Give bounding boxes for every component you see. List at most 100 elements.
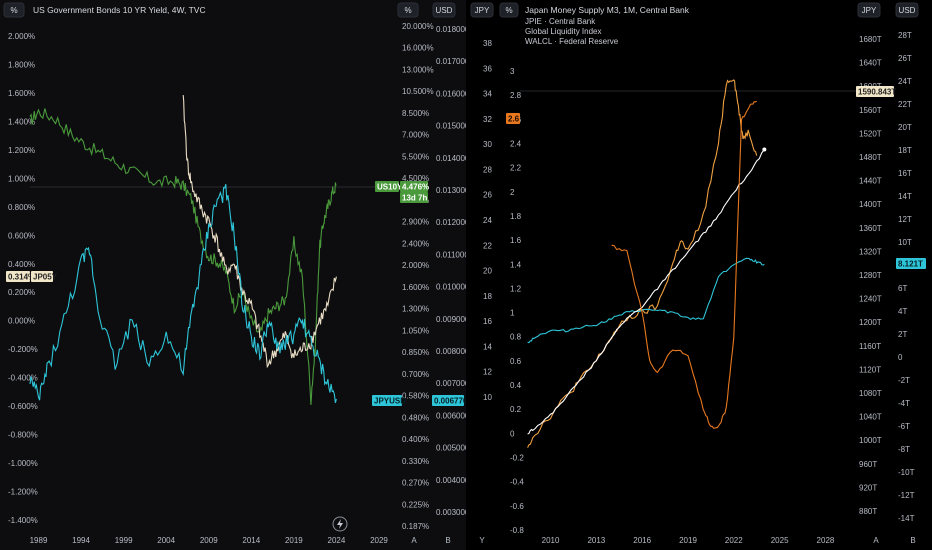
mid-right-label-16: 1040T (859, 413, 882, 422)
far-jpy-button-label: JPY (862, 6, 877, 15)
right-b-toggle: B (910, 536, 915, 545)
left-axis-label-17: -1.400% (8, 516, 38, 525)
mid-pct-button[interactable]: % (397, 2, 419, 18)
far-jpy-button[interactable]: JPY (857, 2, 881, 18)
inner-left-label-19: -0.8 (510, 526, 524, 535)
mid-axis-label-15: 0.850% (402, 348, 429, 357)
mid-right-label-17: 1000T (859, 436, 882, 445)
right-axis-label-12: 0.006000 (436, 411, 470, 420)
far-right-label-14: 0 (898, 353, 903, 362)
outer-left-label-5: 28 (483, 165, 492, 174)
mid-axis-label-2: 13.000% (402, 65, 434, 74)
left-axis-label-10: 0.000% (8, 317, 35, 326)
far-right-label-4: 20T (898, 123, 912, 132)
mid-axis-label-5: 7.000% (402, 131, 429, 140)
mid-right-label-0: 1680T (859, 35, 882, 44)
mid-axis-label-10: 2.400% (402, 239, 429, 248)
right-x-label-2013: 2013 (587, 536, 605, 545)
outer-left-label-2: 34 (483, 90, 492, 99)
mid-axis-label-16: 0.700% (402, 370, 429, 379)
far-right-label-18: -8T (898, 445, 910, 454)
orange-value-tag-text: 2.6 (508, 115, 520, 124)
mid-right-label-4: 1520T (859, 129, 882, 138)
us10y-countdown-tag-text: 13d 7h (402, 194, 427, 203)
us10y-value-tag-text: 4.476% (402, 183, 429, 192)
lightning-icon[interactable] (332, 516, 348, 532)
mid-axis-label-4: 8.500% (402, 109, 429, 118)
outer-left-label-0: 38 (483, 39, 492, 48)
outer-left-label-14: 10 (483, 393, 492, 402)
jpyusd-name-tag-text: JPYUSD (374, 397, 406, 406)
inner-left-label-6: 1.8 (510, 212, 522, 221)
right-axis-label-13: 0.005000 (436, 444, 470, 453)
us10y-name-tag: US10Y (375, 181, 403, 192)
right-x-label-2016: 2016 (633, 536, 651, 545)
mid-axis-label-23: 0.187% (402, 522, 429, 531)
inner-left-label-10: 1 (510, 309, 515, 318)
us10y-value-tag: 4.476% (400, 181, 429, 192)
right-usd-button[interactable]: USD (895, 2, 919, 18)
jpyusd-value-tag-text: 0.006770 (434, 397, 468, 406)
far-right-label-6: 16T (898, 169, 912, 178)
mid-axis-label-9: 2.900% (402, 218, 429, 227)
jp05y-name-tag: JP05Y (31, 271, 58, 282)
mid-axis-label-6: 5.500% (402, 152, 429, 161)
left-pct-button[interactable]: % (3, 2, 25, 18)
left-chart-panel: %% USD US Government Bonds 10 YR Yield, 4W… (3, 2, 470, 545)
left-x-label-2024: 2024 (328, 536, 346, 545)
jpyusd-name-tag: JPYUSD (372, 395, 406, 406)
far-right-label-3: 22T (898, 100, 912, 109)
far-right-label-8: 12T (898, 215, 912, 224)
far-right-label-5: 18T (898, 146, 912, 155)
mid-right-label-12: 1200T (859, 318, 882, 327)
right-pct-button[interactable]: % (499, 2, 519, 18)
left-axis-label-3: 1.400% (8, 117, 35, 126)
mid-axis-label-14: 1.050% (402, 326, 429, 335)
right-axis-label-7: 0.011000 (436, 250, 469, 259)
left-x-label-2014: 2014 (242, 536, 260, 545)
mid-axis-label-20: 0.330% (402, 457, 429, 466)
right-chart-panel: JPY% JPY USD Japan Money Supply M3, 1M, Cen… (469, 0, 932, 550)
inner-left-label-3: 2.4 (510, 139, 522, 148)
outer-left-label-7: 24 (483, 216, 492, 225)
left-axis-label-14: -0.800% (8, 431, 38, 440)
left-usd-button-label: USD (436, 6, 453, 15)
mid-right-label-18: 960T (859, 460, 877, 469)
right-x-label-2010: 2010 (542, 536, 560, 545)
right-jpy-button[interactable]: JPY (470, 2, 494, 18)
panel-divider[interactable] (466, 0, 469, 550)
right-x-label-2025: 2025 (771, 536, 789, 545)
left-axis-label-7: 0.600% (8, 231, 35, 240)
mid-right-label-7: 1400T (859, 200, 882, 209)
mid-right-label-19: 920T (859, 483, 877, 492)
mid-right-label-3: 1560T (859, 106, 882, 115)
jpyusd-value-tag: 0.006770 (432, 395, 468, 406)
mid-right-label-6: 1440T (859, 177, 882, 186)
left-axis-label-8: 0.400% (8, 260, 35, 269)
left-x-label-1999: 1999 (115, 536, 133, 545)
far-right-label-20: -12T (898, 491, 915, 500)
walcl-value-tag: 8.121T (896, 258, 926, 269)
right-axis-label-3: 0.015000 (436, 122, 470, 131)
jp05y-value-tag: 0.314% (6, 271, 35, 282)
right-axis-label-8: 0.010000 (436, 283, 470, 292)
right-legend-item-0: JPIE · Central Bank (525, 17, 596, 26)
left-usd-button[interactable]: USD (432, 2, 456, 18)
left-x-label-1989: 1989 (30, 536, 48, 545)
left-axis-label-5: 1.000% (8, 174, 35, 183)
right-axis-label-4: 0.014000 (436, 154, 470, 163)
outer-left-label-8: 22 (483, 241, 492, 250)
mid-right-label-10: 1280T (859, 271, 882, 280)
mid-right-label-8: 1360T (859, 224, 882, 233)
right-x-label-2019: 2019 (679, 536, 697, 545)
mid-axis-label-0: 20.000% (402, 22, 434, 31)
left-b-toggle: B (445, 536, 450, 545)
mid-right-label-13: 1160T (859, 342, 881, 351)
mid-right-label-9: 1320T (859, 247, 882, 256)
left-axis-label-12: -0.400% (8, 374, 38, 383)
right-axis-label-14: 0.004000 (436, 476, 470, 485)
inner-left-label-0: 3 (510, 67, 515, 76)
left-axis-label-0: 2.000% (8, 32, 35, 41)
inner-left-label-15: 0 (510, 429, 515, 438)
right-axis-label-15: 0.003000 (436, 508, 470, 517)
